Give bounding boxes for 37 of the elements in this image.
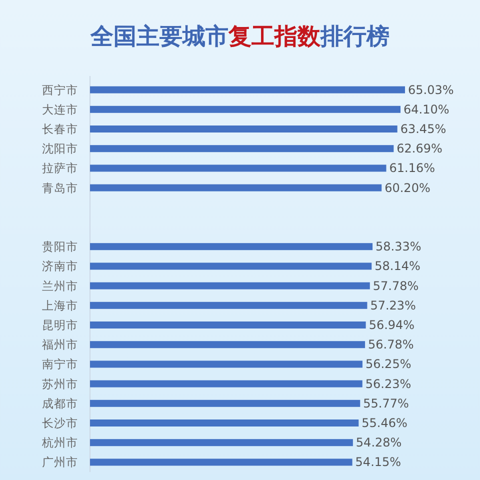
data-label: 57.23% — [370, 298, 416, 312]
y-tick-label: 长春市 — [42, 122, 78, 136]
y-tick-label: 昆明市 — [42, 318, 78, 332]
y-tick-label: 西宁市 — [42, 82, 78, 97]
y-tick-label: 青岛市 — [42, 180, 78, 195]
data-label: 64.10% — [403, 102, 450, 116]
y-tick-label: 大连市 — [42, 102, 78, 116]
y-tick-label: 长沙市 — [42, 416, 78, 430]
data-label: 56.78% — [368, 338, 414, 352]
y-tick-label: 济南市 — [42, 259, 78, 274]
y-tick-label: 福州市 — [42, 338, 78, 352]
data-label: 57.78% — [372, 278, 419, 293]
data-label: 61.16% — [389, 161, 436, 176]
data-label: 54.28% — [356, 436, 402, 450]
y-tick-label: 广州市 — [42, 455, 78, 470]
y-tick-label: 上海市 — [42, 298, 78, 312]
data-label: 56.94% — [368, 318, 415, 332]
data-label: 55.46% — [362, 416, 408, 430]
chart-title: 全国主要城市复工指数排行榜 — [90, 23, 390, 50]
data-label: 65.03% — [408, 82, 454, 97]
y-tick-label: 杭州市 — [41, 436, 78, 450]
data-label: 56.25% — [365, 357, 412, 372]
data-label: 58.33% — [376, 240, 422, 254]
y-tick-label: 拉萨市 — [42, 161, 78, 176]
data-label: 54.15% — [355, 455, 402, 470]
data-label: 56.23% — [365, 376, 412, 391]
data-label: 55.77% — [363, 396, 409, 410]
y-tick-label: 沈阳市 — [42, 142, 78, 156]
data-label: 62.69% — [396, 142, 442, 156]
data-label: 60.20% — [384, 180, 430, 195]
y-tick-label: 南宁市 — [42, 357, 78, 372]
y-tick-label: 成都市 — [42, 396, 78, 410]
y-tick-label: 苏州市 — [42, 376, 78, 391]
data-label: 63.45% — [400, 122, 446, 136]
y-tick-label: 兰州市 — [42, 278, 78, 293]
y-tick-label: 贵阳市 — [42, 240, 78, 254]
data-label: 58.14% — [374, 259, 420, 274]
